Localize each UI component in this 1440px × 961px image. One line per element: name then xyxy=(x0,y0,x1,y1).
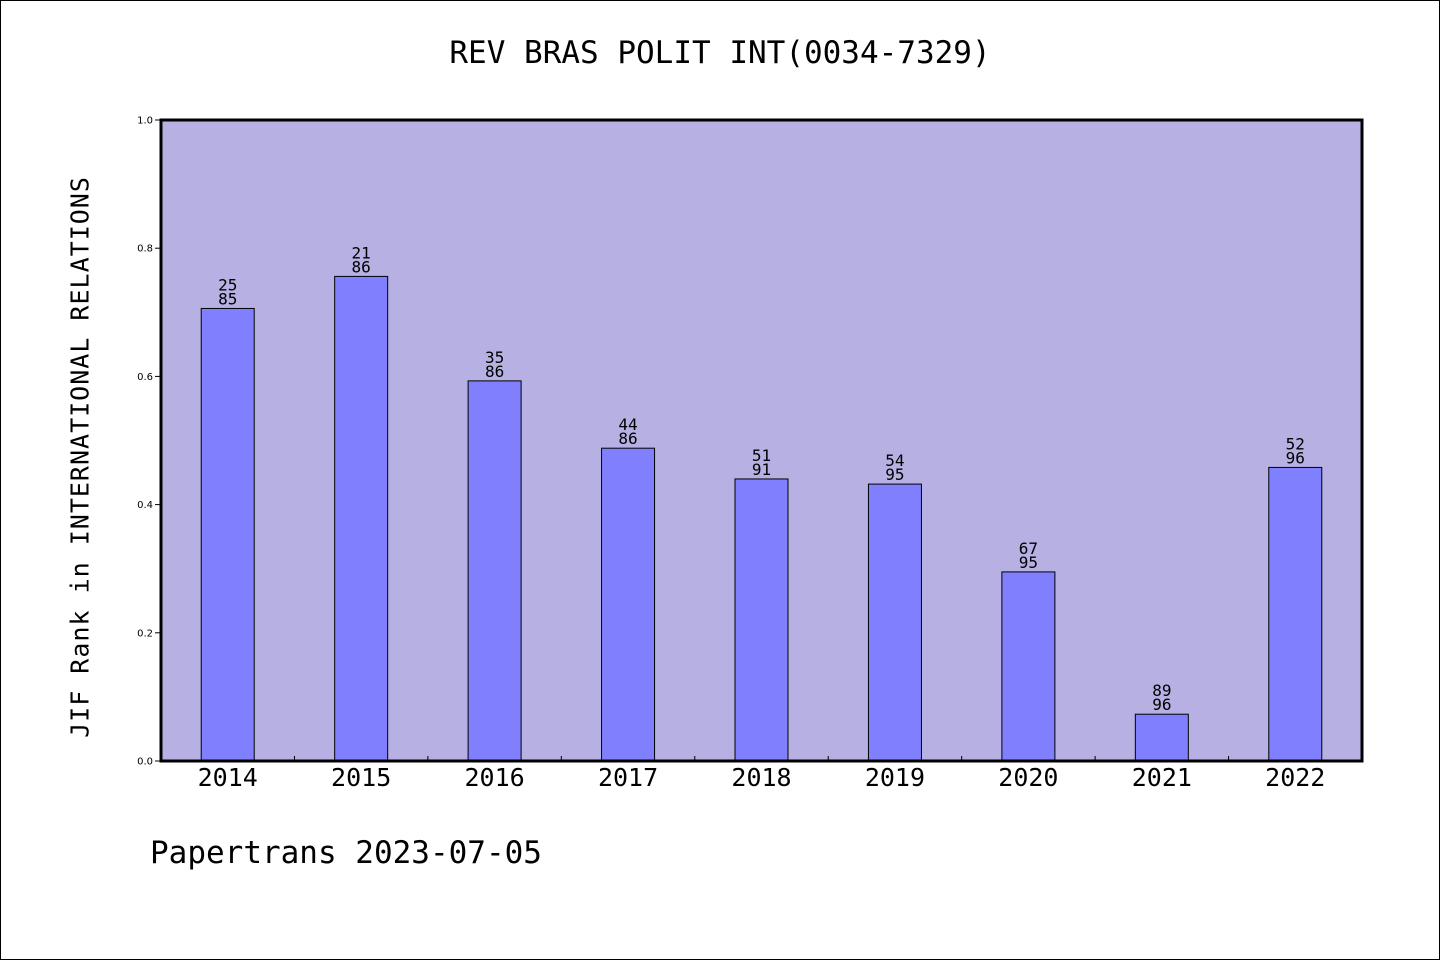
plot-border xyxy=(159,118,1364,763)
x-tick-label: 2016 xyxy=(465,763,525,792)
bar-total-label: 91 xyxy=(752,460,771,479)
bar xyxy=(601,447,656,762)
x-tick-label: 2018 xyxy=(731,763,791,792)
bar xyxy=(467,380,522,762)
bar xyxy=(200,307,255,762)
bar xyxy=(1001,571,1056,762)
bar-total-label: 95 xyxy=(885,465,904,484)
bar xyxy=(1134,713,1189,762)
bar xyxy=(1268,466,1323,762)
bar-total-label: 96 xyxy=(1152,695,1171,714)
chart-title: REV BRAS POLIT INT(0034-7329) xyxy=(449,35,991,71)
bar-total-label: 95 xyxy=(1019,553,1038,572)
bar-rank-label: 44 xyxy=(618,415,637,434)
x-tick-label: 2021 xyxy=(1132,763,1192,792)
y-tick-label: 1.0 xyxy=(137,116,153,127)
x-tick-label: 2014 xyxy=(198,763,258,792)
bar-rank-label: 21 xyxy=(352,243,371,262)
y-tick-label: 0.4 xyxy=(137,500,153,511)
bar-rank-label: 52 xyxy=(1286,434,1305,453)
bar xyxy=(867,483,922,762)
bar-rank-label: 54 xyxy=(885,451,904,470)
bar-total-label: 86 xyxy=(352,257,371,276)
x-tick-label: 2020 xyxy=(998,763,1058,792)
bar-total-label: 86 xyxy=(485,362,504,381)
bar-rank-label: 67 xyxy=(1019,539,1038,558)
x-tick-label: 2017 xyxy=(598,763,658,792)
bar-total-label: 96 xyxy=(1286,448,1305,467)
footer-watermark: Papertrans 2023-07-05 xyxy=(150,835,542,871)
bar-total-label: 85 xyxy=(218,289,237,308)
bar xyxy=(734,478,789,762)
bar-total-label: 86 xyxy=(618,429,637,448)
bar-rank-label: 35 xyxy=(485,348,504,367)
bar-rank-label: 25 xyxy=(218,275,237,294)
bar-rank-label: 89 xyxy=(1152,681,1171,700)
x-tick-label: 2022 xyxy=(1265,763,1325,792)
x-tick-label: 2019 xyxy=(865,763,925,792)
y-tick-label: 0.2 xyxy=(137,628,153,639)
x-tick-label: 2015 xyxy=(331,763,391,792)
y-tick-label: 0.8 xyxy=(137,244,153,255)
bar xyxy=(334,275,389,762)
y-tick-label: 0.6 xyxy=(137,372,153,383)
y-tick-label: 0.0 xyxy=(137,757,153,768)
bar-rank-label: 51 xyxy=(752,446,771,465)
